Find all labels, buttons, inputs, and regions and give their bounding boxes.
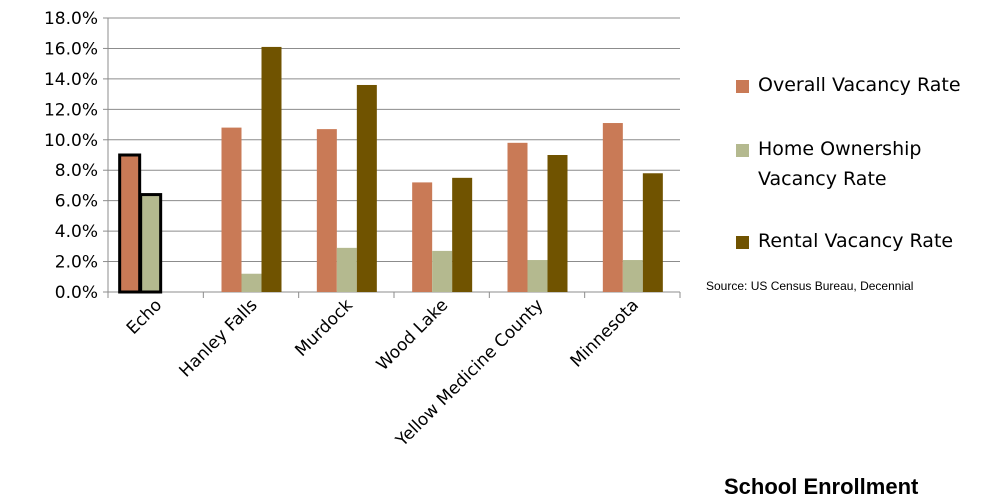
bar (221, 127, 242, 292)
y-tick-label: 10.0% (44, 131, 98, 151)
bar (139, 193, 163, 294)
y-tick-label: 8.0% (55, 161, 98, 181)
bar (622, 260, 643, 292)
y-tick-label: 6.0% (55, 192, 98, 212)
legend-label-rental: Rental Vacancy Rate (758, 230, 954, 252)
bar (452, 177, 473, 292)
bar (507, 142, 528, 292)
bar (356, 84, 377, 292)
bar (642, 173, 663, 292)
bar (547, 155, 568, 292)
section-heading: School Enrollment (724, 474, 919, 499)
chart-legend: Overall Vacancy Rate Home Ownership Vaca… (736, 70, 1002, 256)
x-category-label: Murdock (291, 295, 357, 361)
legend-item-overall: Overall Vacancy Rate (736, 70, 1002, 134)
bar (602, 123, 623, 293)
x-category-label: Minnesota (567, 295, 643, 371)
bar (261, 46, 282, 292)
legend-item-home-ownership: Home Ownership Vacancy Rate (736, 134, 978, 226)
legend-swatch-rental (736, 236, 749, 249)
y-tick-label: 16.0% (44, 39, 98, 59)
legend-swatch-home-ownership (736, 144, 749, 157)
legend-item-rental: Rental Vacancy Rate (736, 226, 1002, 256)
y-tick-label: 2.0% (55, 253, 98, 273)
y-tick-label: 0.0% (55, 283, 98, 303)
bar (336, 247, 357, 292)
legend-swatch-overall (736, 80, 749, 93)
bar (241, 273, 262, 292)
bar (316, 129, 337, 292)
x-category-label: Hanley Falls (176, 295, 262, 381)
x-category-label: Echo (123, 295, 166, 338)
bar (527, 260, 548, 292)
y-tick-label: 4.0% (55, 222, 98, 242)
y-tick-label: 14.0% (44, 70, 98, 90)
x-category-label: Wood Lake (373, 295, 452, 374)
bar (432, 250, 453, 292)
legend-label-home-ownership: Home Ownership Vacancy Rate (758, 138, 922, 190)
legend-label-overall: Overall Vacancy Rate (758, 74, 961, 96)
source-note: Source: US Census Bureau, Decennial (706, 279, 914, 293)
bar (412, 182, 433, 292)
y-tick-label: 12.0% (44, 100, 98, 120)
y-tick-label: 18.0% (44, 9, 98, 29)
bar (118, 153, 142, 294)
